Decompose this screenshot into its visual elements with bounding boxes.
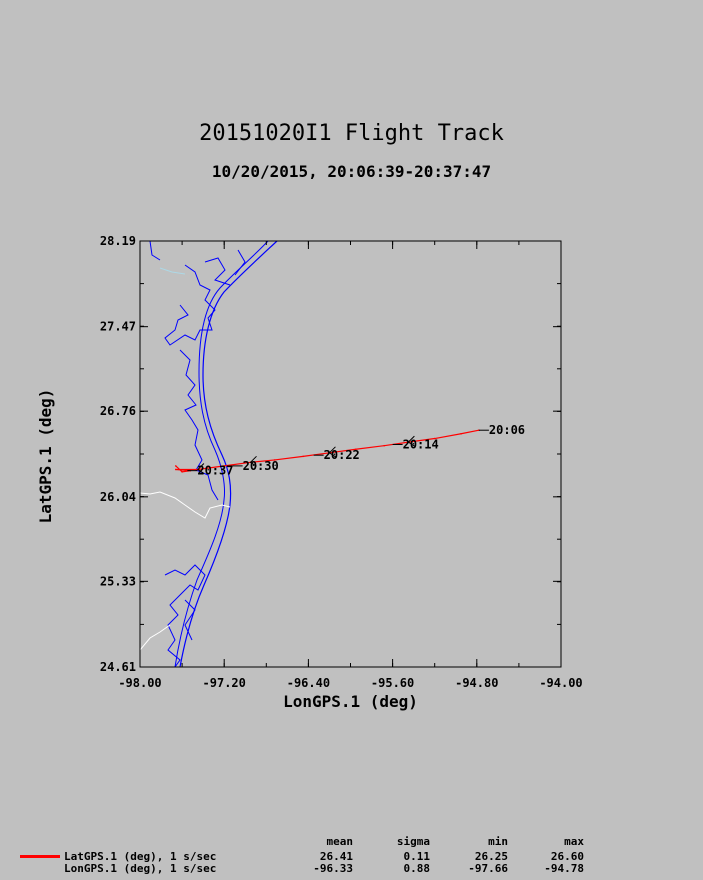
track-point: [383, 444, 385, 447]
stats-header-mean: mean: [326, 835, 354, 848]
stats-row-lat: LatGPS.1 (deg), 1 s/sec 26.41 0.11 26.25…: [0, 850, 703, 863]
time-label: 20:37: [197, 464, 233, 478]
stats-cell: 26.25: [474, 850, 508, 863]
time-label: 20:06: [489, 423, 525, 437]
track-point: [460, 432, 462, 435]
track-direction-arrow: [407, 435, 415, 447]
stats-cell: -97.66: [468, 862, 508, 875]
x-tick-label: -97.20: [203, 676, 246, 690]
river-north: [159, 267, 186, 275]
stats-row-lon: LonGPS.1 (deg), 1 s/sec -96.33 0.88 -97.…: [0, 862, 703, 875]
stats-cell: 0.88: [403, 862, 431, 875]
stats-row-label: LatGPS.1 (deg), 1 s/sec: [64, 850, 217, 863]
time-label: 20:22: [324, 448, 360, 462]
bay-shoreline-south: [164, 564, 206, 667]
track-point: [174, 465, 177, 467]
y-tick-label: 28.19: [100, 234, 136, 248]
x-axis-label: LonGPS.1 (deg): [283, 692, 418, 711]
bay-shoreline-north: [149, 241, 246, 346]
x-tick-label: -95.60: [371, 676, 414, 690]
y-axis-label: LatGPS.1 (deg): [36, 389, 55, 524]
river-south: [140, 624, 171, 651]
y-tick-label: 26.76: [100, 404, 136, 418]
chart-title: 20151020I1 Flight Track: [199, 121, 504, 146]
stats-row-label: LonGPS.1 (deg), 1 s/sec: [64, 862, 217, 875]
stats-cell: 0.11: [403, 850, 431, 863]
laguna-shoreline: [179, 349, 219, 501]
y-tick-label: 26.04: [100, 490, 136, 504]
track-direction-arrow: [249, 455, 257, 467]
time-label: 20:14: [403, 437, 439, 451]
map-layer: [140, 241, 278, 667]
barrier-island-shore: [174, 241, 269, 667]
track-point: [223, 465, 225, 467]
y-tick-label: 25.33: [100, 574, 136, 588]
track-point: [181, 471, 183, 473]
flight-track-line: [175, 429, 480, 473]
track-direction-arrow: [197, 463, 205, 474]
coastline: [179, 241, 278, 667]
track-point: [273, 459, 276, 461]
track-point: [433, 437, 436, 440]
stats-header-max: max: [564, 835, 584, 848]
stats-header-sigma: sigma: [396, 835, 430, 848]
x-tick-label: -94.00: [539, 676, 582, 690]
track-point: [354, 448, 357, 451]
stats-cell: -96.33: [313, 862, 353, 875]
track-direction-arrow: [328, 446, 336, 458]
stats-header-min: min: [488, 835, 508, 848]
y-tick-label: 24.61: [100, 660, 136, 674]
x-tick-label: -94.80: [455, 676, 498, 690]
y-tick-label: 27.47: [100, 320, 136, 334]
track-point: [174, 468, 177, 471]
chart-subtitle: 10/20/2015, 20:06:39-20:37:47: [211, 162, 492, 181]
stats-cell: 26.60: [550, 850, 584, 863]
legend-swatch-lat: [20, 855, 60, 858]
time-label: 20:30: [243, 459, 279, 473]
track-point: [302, 455, 304, 458]
stats-cell: -94.78: [544, 862, 584, 875]
stats-cell: 26.41: [319, 850, 353, 863]
rio-grande-border: [140, 491, 231, 519]
stats-header-row: mean sigma min max: [0, 835, 703, 848]
x-tick-label: -96.40: [287, 676, 330, 690]
x-tick-label: -98.00: [118, 676, 161, 690]
